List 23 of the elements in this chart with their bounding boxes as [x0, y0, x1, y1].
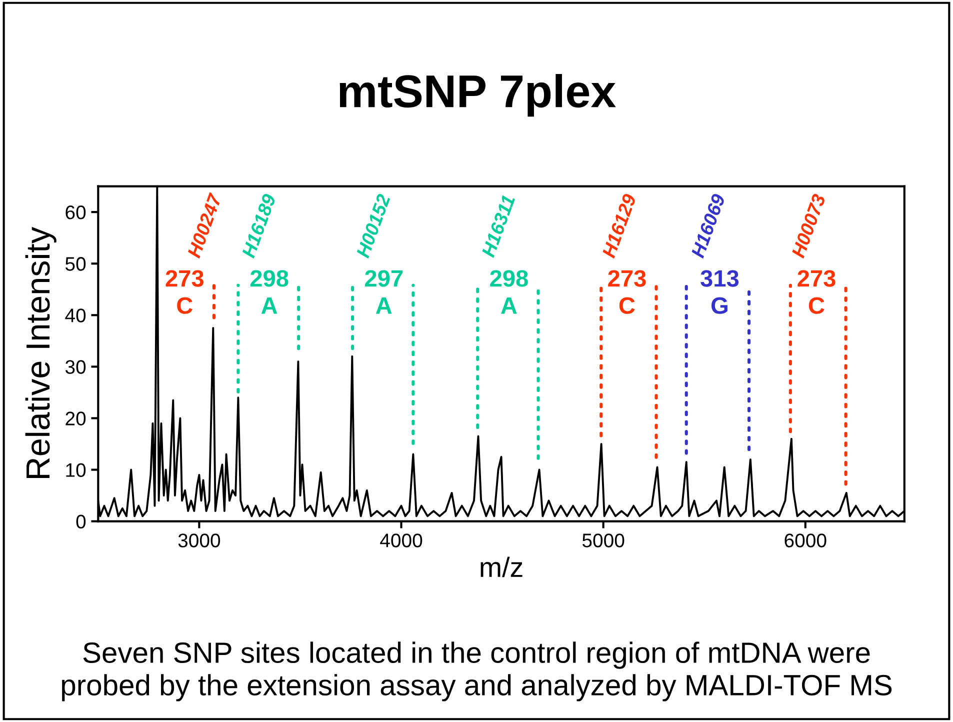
annotation: 298 A [250, 270, 288, 314]
y-axis-title: Relative Intensity [25, 226, 56, 478]
y-tick-label: 20 [66, 412, 86, 426]
annotation: 273 C [798, 270, 836, 314]
annotation: 273 C [166, 270, 204, 314]
y-tick-label: 60 [66, 206, 86, 220]
annotation: 313 G [700, 270, 739, 314]
chart-title: mtSNP 7plex [340, 74, 616, 117]
y-tick-label: 40 [65, 308, 86, 322]
x-axis-title: m/z [480, 556, 522, 578]
y-tick-label: 30 [65, 360, 86, 374]
annotation: 297 A [365, 270, 403, 314]
annotation: 298 A [490, 270, 528, 314]
y-tick-label: 10 [66, 463, 86, 477]
y-tick-label: 0 [76, 514, 86, 529]
text: Seven SNP sites located in the control region of mtDNA were probed by the extension assay and analyzed by MALDI-TOF MS [62, 642, 892, 702]
annotation: 273 C [608, 270, 646, 314]
y-tick-label: 50 [66, 257, 86, 271]
x-tick-label: 4000 [380, 534, 422, 548]
x-tick-label: 3000 [178, 534, 220, 548]
text: H00247 [186, 192, 222, 259]
x-tick-label: 6000 [784, 534, 826, 548]
x-tick-label: 5000 [582, 534, 624, 548]
